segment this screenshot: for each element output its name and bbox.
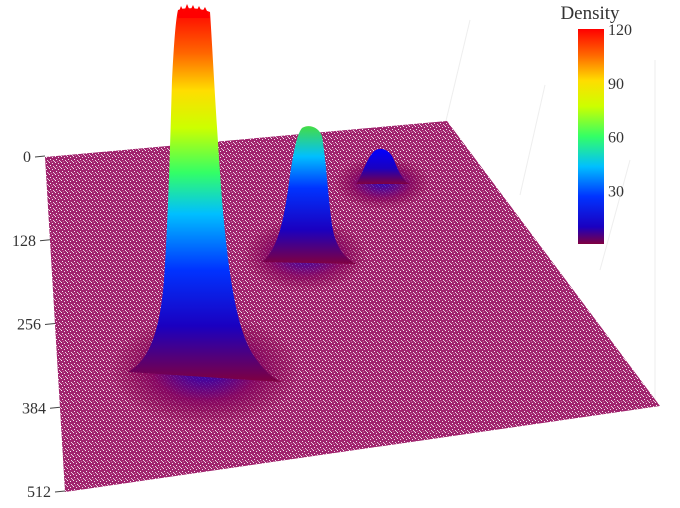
y-tick-label-2: 256 [17,317,41,334]
y-tick-4 [54,490,66,493]
peak-1 [128,8,282,382]
colorbar: Density 120 90 60 30 [560,3,632,244]
y-axis: 0 128 256 384 512 [12,149,66,501]
y-tick-label-3: 384 [22,400,46,417]
background-grid [444,19,656,400]
y-tick-0 [34,155,46,158]
colorbar-tick-label-1: 90 [608,76,624,93]
y-tick-3 [49,406,61,409]
colorbar-gradient [578,29,604,244]
y-tick-1 [39,239,51,242]
peak-2 [262,126,356,264]
colorbar-title: Density [560,3,620,24]
colorbar-tick-label-3: 30 [608,183,624,200]
colorbar-ticks: 120 90 60 30 [608,22,632,200]
y-tick-label-1: 128 [12,233,36,250]
y-tick-2 [44,323,56,325]
y-tick-label-4: 512 [27,484,51,501]
y-tick-label-0: 0 [23,149,31,166]
peak-1-top [178,4,210,18]
peak-3 [356,148,410,184]
colorbar-tick-label-0: 120 [608,22,632,39]
colorbar-tick-label-2: 60 [608,130,624,147]
